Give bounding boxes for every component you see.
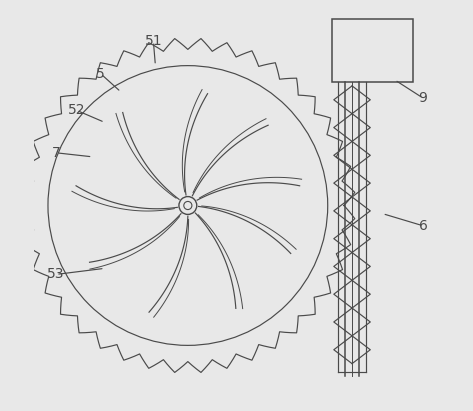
Text: 53: 53 — [47, 268, 65, 282]
Bar — [332, 19, 413, 82]
Circle shape — [179, 196, 197, 215]
Text: 7: 7 — [52, 146, 61, 160]
Text: 6: 6 — [419, 219, 428, 233]
Text: 51: 51 — [145, 34, 162, 48]
Text: 5: 5 — [96, 67, 105, 81]
Text: 52: 52 — [68, 103, 85, 117]
Text: 9: 9 — [419, 91, 428, 105]
Circle shape — [184, 201, 192, 210]
